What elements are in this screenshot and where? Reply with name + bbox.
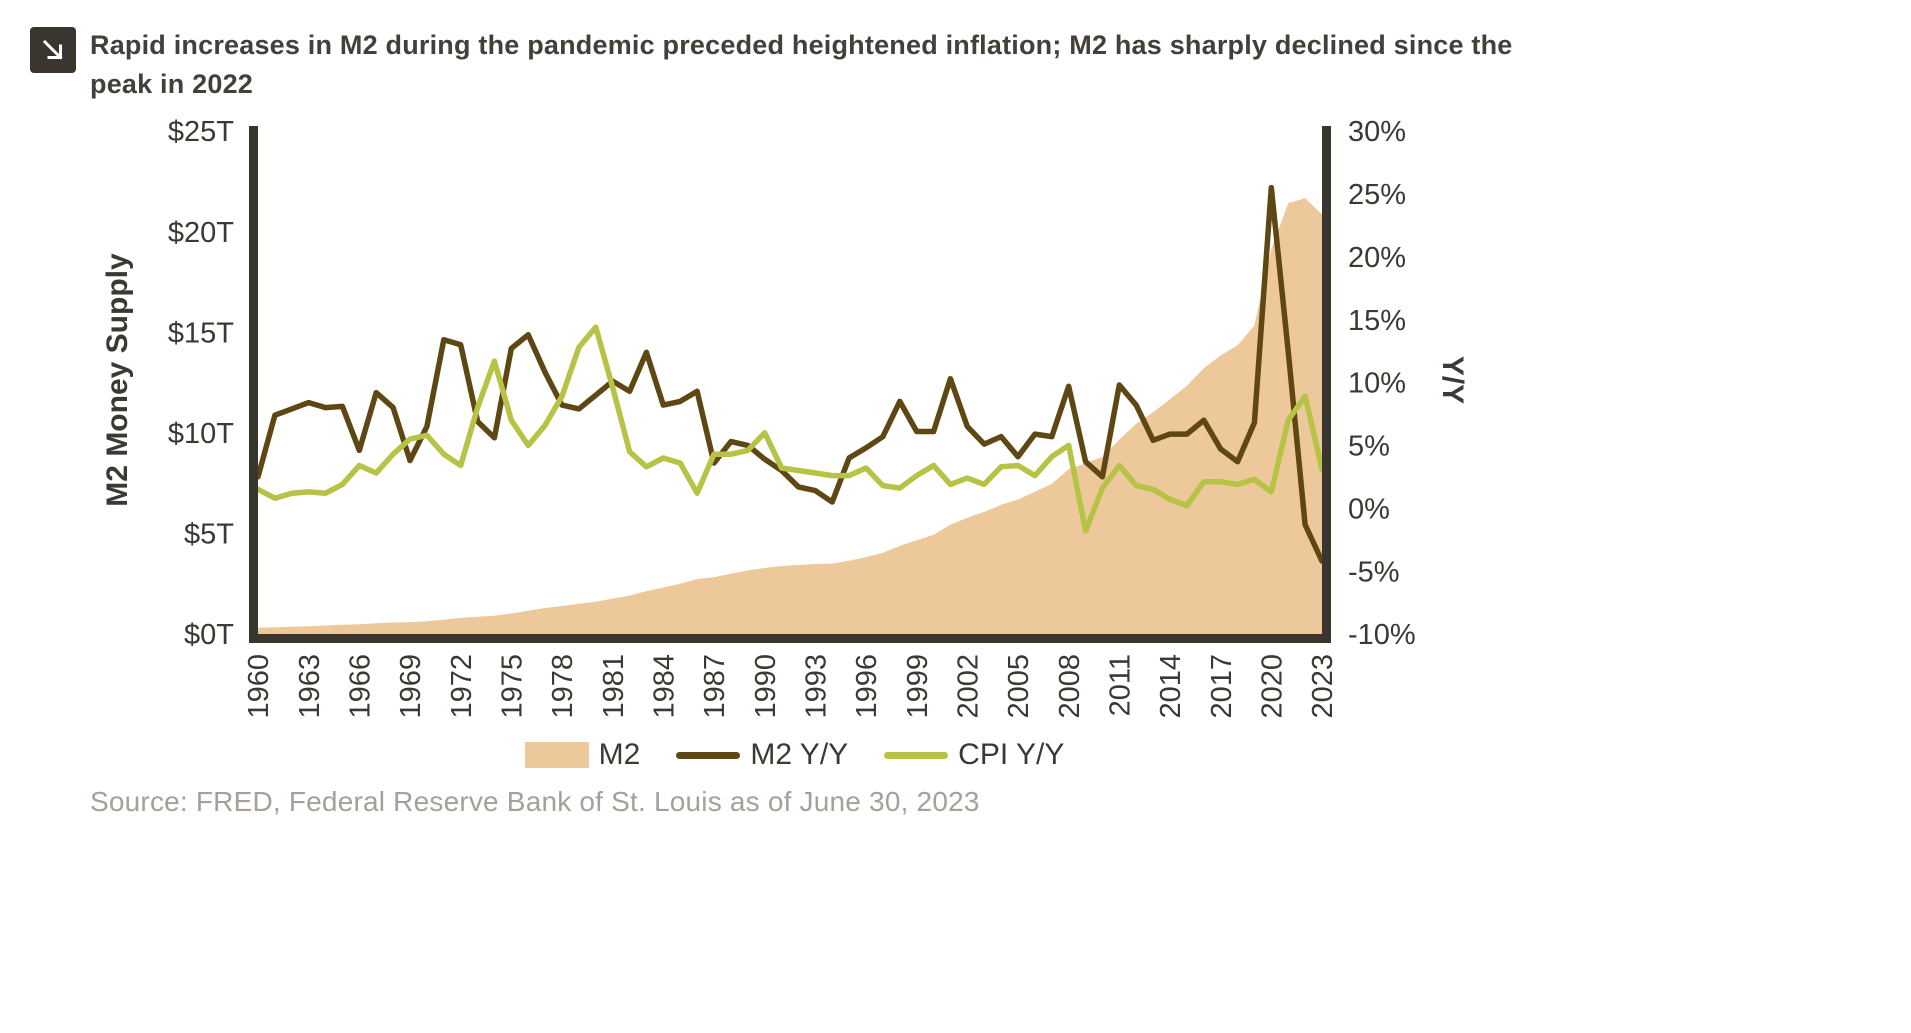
x-axis-tick-label: 1996 — [851, 654, 883, 719]
legend-item-m2: M2 — [524, 738, 641, 772]
m2-yoy-line-swatch — [676, 751, 741, 759]
x-axis-tick-label: 2017 — [1206, 654, 1238, 719]
x-axis-tick-label: 1990 — [750, 654, 782, 719]
cpi-y-y-line-series — [255, 324, 1325, 534]
right-axis-tick-label: 15% — [1348, 305, 1406, 337]
x-axis-tick-label: 1978 — [547, 654, 579, 719]
cpi-yoy-line-swatch — [884, 751, 949, 759]
x-axis-tick-label: 1993 — [800, 654, 832, 719]
x-axis-tick-label: 1975 — [496, 654, 528, 719]
right-axis-tick-label: 20% — [1348, 242, 1406, 274]
left-axis-tick-labels: $25T $20T $15T $10T $5T $0T — [168, 116, 234, 651]
left-axis-tick-label: $25T — [168, 116, 234, 148]
x-axis-tick-label: 2023 — [1307, 654, 1339, 719]
left-axis-tick-label: $10T — [168, 418, 234, 450]
chart-title: Rapid increases in M2 during the pandemi… — [90, 30, 1513, 99]
right-axis-title: Y/Y — [1436, 355, 1469, 405]
m2-y-y-line-series — [255, 184, 1325, 564]
x-axis-tick-label: 1960 — [243, 654, 275, 719]
x-axis-tick-label: 1984 — [648, 654, 680, 719]
left-axis-tick-label: $5T — [184, 519, 234, 551]
x-axis-tick-label: 1966 — [344, 654, 376, 719]
arrow-down-right-glyph — [42, 39, 63, 60]
left-axis-tick-label: $20T — [168, 217, 234, 249]
right-axis-tick-labels: 30% 25% 20% 15% 10% 5% 0% -5% -10% — [1348, 116, 1416, 651]
x-axis-tick-label: 2020 — [1256, 654, 1288, 719]
x-axis-tick-label: 1987 — [699, 654, 731, 719]
x-axis-tick-label: 2005 — [1003, 654, 1035, 719]
m2-area-swatch — [524, 742, 589, 768]
right-axis-tick-label: -10% — [1348, 619, 1416, 651]
x-axis-tick-labels: 1960 1963 1966 1969 1972 1975 1978 1981 1984 1987… — [243, 654, 1339, 719]
left-axis-spine — [249, 126, 258, 643]
bottom-axis-spine — [249, 634, 1331, 643]
legend-label-cpi-yoy: CPI Y/Y — [958, 738, 1065, 771]
x-axis-tick-label: 1969 — [395, 654, 427, 719]
x-axis-tick-label: 1963 — [294, 654, 326, 719]
legend-item-cpi-yoy: CPI Y/Y — [884, 738, 1064, 772]
chart-legend: M2 M2 Y/Y CPI Y/Y — [258, 738, 1331, 772]
x-axis-tick-label: 1981 — [598, 654, 630, 719]
source-note: Source: FRED, Federal Reserve Bank of St… — [90, 786, 980, 817]
left-axis-tick-label: $0T — [184, 619, 234, 651]
right-axis-tick-label: 25% — [1348, 179, 1406, 211]
right-axis-tick-label: -5% — [1348, 556, 1400, 588]
legend-item-m2-yoy: M2 Y/Y — [676, 738, 848, 772]
right-axis-tick-label: 10% — [1348, 368, 1406, 400]
x-axis-tick-label: 2002 — [952, 654, 984, 719]
right-axis-tick-label: 30% — [1348, 116, 1406, 148]
right-axis-spine — [1322, 126, 1331, 643]
legend-label-m2-yoy: M2 Y/Y — [750, 738, 849, 771]
x-axis-tick-label: 1972 — [446, 654, 478, 719]
x-axis-tick-label: 1999 — [902, 654, 934, 719]
x-axis-tick-label: 2008 — [1054, 654, 1086, 719]
axis-spines — [249, 126, 1331, 643]
left-axis-tick-label: $15T — [168, 317, 234, 349]
arrow-down-right-icon — [30, 27, 76, 73]
m2-area-series — [258, 198, 1322, 634]
right-axis-tick-label: 0% — [1348, 493, 1390, 525]
left-axis-title: M2 Money Supply — [101, 253, 134, 507]
legend-label-m2: M2 — [598, 738, 641, 771]
x-axis-tick-label: 2011 — [1104, 654, 1136, 716]
right-axis-tick-label: 5% — [1348, 431, 1390, 463]
x-axis-tick-label: 2014 — [1155, 654, 1187, 719]
